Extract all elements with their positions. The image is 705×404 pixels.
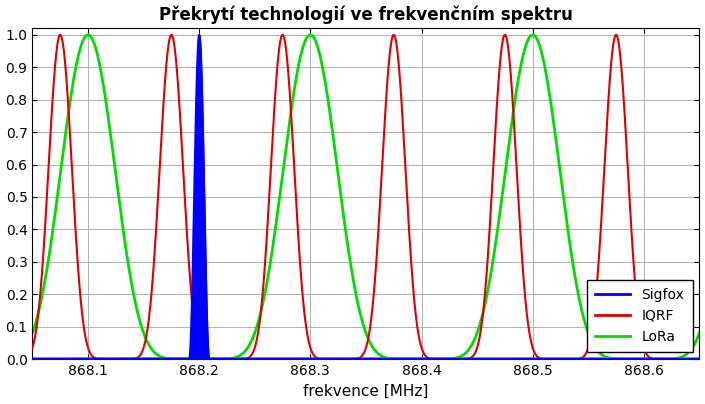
Title: Překrytí technologií ve frekvenčním spektru: Překrytí technologií ve frekvenčním spek…	[159, 6, 573, 24]
Legend: Sigfox, IQRF, LoRa: Sigfox, IQRF, LoRa	[587, 280, 692, 352]
X-axis label: frekvence [MHz]: frekvence [MHz]	[303, 383, 429, 398]
